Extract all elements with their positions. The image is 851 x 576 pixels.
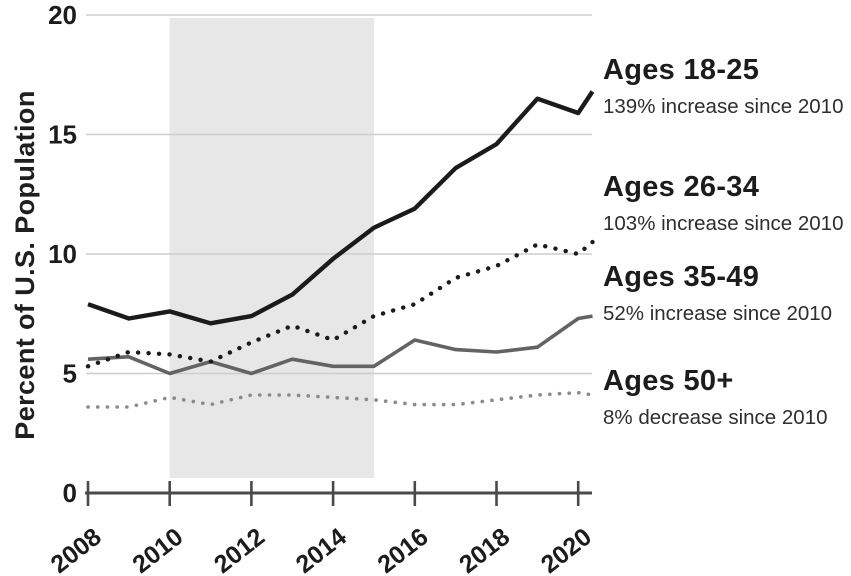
legend-subtitle: 103% increase since 2010 — [603, 212, 844, 235]
line-ages-50 — [86, 390, 595, 409]
y-tick-label-20: 20 — [48, 0, 77, 30]
legend-title: Ages 18-25 — [603, 54, 760, 86]
legend-item-ages-18-25: Ages 18-25 139% increase since 2010 — [603, 54, 843, 119]
x-tick-label-2016: 2016 — [372, 523, 433, 576]
x-tick-label-2018: 2018 — [454, 523, 515, 576]
y-tick-label-0: 0 — [63, 478, 77, 508]
legend-item-ages-35-49: Ages 35-49 52% increase since 2010 — [603, 261, 832, 326]
legend-title: Ages 35-49 — [603, 261, 760, 293]
x-tick-label-2012: 2012 — [209, 523, 270, 576]
y-tick-label-10: 10 — [48, 239, 77, 269]
line-ages-35-49 — [87, 314, 593, 376]
x-tick-label-2020: 2020 — [536, 523, 597, 576]
line-ages-18-25 — [87, 90, 595, 326]
legend-item-ages-50-plus: Ages 50+ 8% decrease since 2010 — [603, 365, 828, 430]
legend: Ages 18-25 139% increase since 2010 Ages… — [603, 0, 851, 576]
y-tick-label-5: 5 — [63, 359, 77, 389]
legend-subtitle: 52% increase since 2010 — [603, 302, 833, 325]
legend-subtitle: 8% decrease since 2010 — [603, 406, 828, 429]
legend-subtitle: 139% increase since 2010 — [603, 95, 844, 118]
line-ages-26-34 — [85, 239, 595, 369]
x-tick-label-2010: 2010 — [127, 523, 188, 576]
legend-title: Ages 26-34 — [603, 171, 760, 203]
legend-title: Ages 50+ — [603, 365, 734, 397]
y-tick-label-15: 15 — [48, 120, 77, 150]
x-tick-label-2014: 2014 — [291, 523, 352, 576]
highlight-band-2010-2015 — [169, 18, 374, 478]
legend-item-ages-26-34: Ages 26-34 103% increase since 2010 — [603, 171, 843, 236]
x-tick-label-2008: 2008 — [46, 523, 107, 576]
